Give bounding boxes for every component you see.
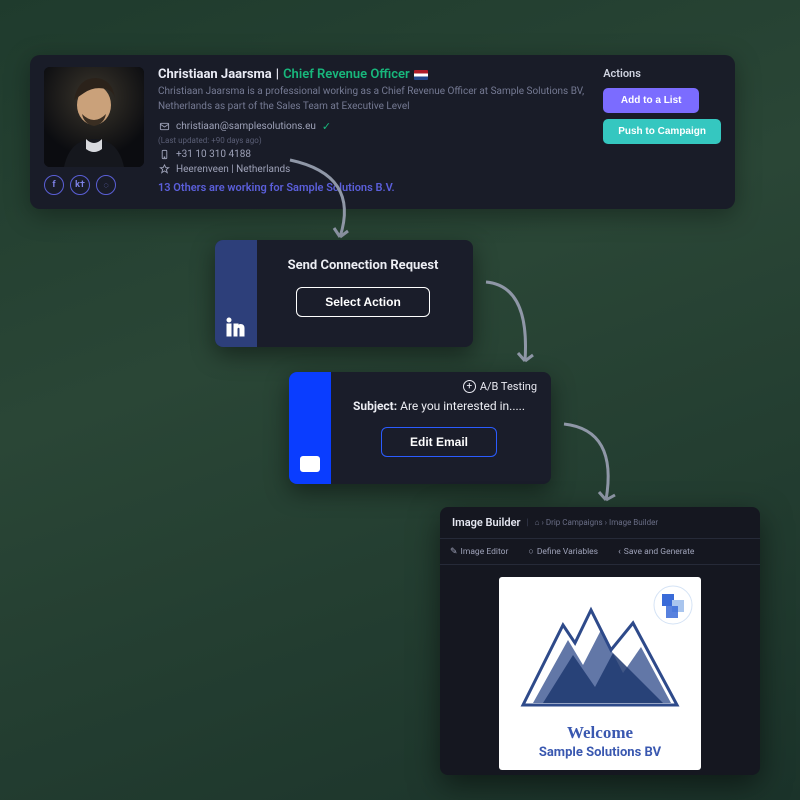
name-separator: |	[276, 67, 279, 82]
step1-title: Send Connection Request	[271, 258, 455, 273]
builder-header: Image Builder | ⌂ › Drip Campaigns › Ima…	[440, 507, 760, 539]
subject-value: Are you interested in.....	[400, 399, 525, 413]
subject-label: Subject:	[353, 399, 397, 413]
actions-column: Actions Add to a List Push to Campaign	[603, 67, 721, 195]
email-subject-row: Subject: Are you interested in.....	[345, 399, 533, 413]
others-link[interactable]: 13 Others are working for Sample Solutio…	[158, 181, 603, 194]
profile-email[interactable]: christiaan@samplesolutions.eu	[176, 121, 316, 132]
edit-email-button[interactable]: Edit Email	[381, 427, 497, 457]
profile-title: Chief Revenue Officer	[283, 67, 410, 82]
social-xing-icon[interactable]: k†	[70, 175, 90, 195]
arrow-3-icon	[558, 418, 638, 513]
step2-stripe	[289, 372, 331, 484]
flag-nl-icon	[414, 70, 428, 80]
chevron-icon: ‹	[618, 547, 621, 557]
crumb-home-icon[interactable]: ⌂	[535, 518, 540, 527]
profile-card: f k† ◌ Christiaan Jaarsma | Chief Revenu…	[30, 55, 735, 209]
tab-save-label: Save and Generate	[624, 547, 695, 557]
linkedin-icon	[224, 315, 248, 339]
email-row: christiaan@samplesolutions.eu ✓	[158, 120, 603, 133]
pencil-icon: ✎	[450, 547, 458, 557]
social-dribbble-icon[interactable]: ◌	[96, 175, 116, 195]
company-logo-icon	[653, 585, 693, 625]
crumb-image-builder: Image Builder	[609, 518, 658, 527]
profile-name: Christiaan Jaarsma	[158, 67, 272, 82]
builder-canvas-area: Welcome Sample Solutions BV	[440, 565, 760, 775]
profile-location: Heerenveen | Netherlands	[176, 164, 290, 175]
arrow-2-icon	[480, 276, 550, 376]
step1-stripe	[215, 240, 257, 347]
name-title-row: Christiaan Jaarsma | Chief Revenue Offic…	[158, 67, 603, 82]
circle-icon: ○	[528, 546, 533, 557]
image-builder-window: Image Builder | ⌂ › Drip Campaigns › Ima…	[440, 507, 760, 775]
verified-icon: ✓	[322, 120, 331, 133]
step-connection-card: Send Connection Request Select Action	[215, 240, 473, 347]
avatar-illustration	[44, 67, 144, 167]
push-to-campaign-button[interactable]: Push to Campaign	[603, 119, 721, 144]
ab-testing-label: A/B Testing	[480, 380, 537, 393]
tab-editor-label: Image Editor	[461, 547, 509, 557]
builder-tabs: ✎Image Editor ○ Define Variables ‹Save an…	[440, 539, 760, 565]
phone-icon	[158, 148, 170, 160]
avatar	[44, 67, 144, 167]
tab-image-editor[interactable]: ✎Image Editor	[440, 539, 518, 564]
location-icon	[158, 163, 170, 175]
plus-circle-icon: +	[463, 380, 476, 393]
mail-icon	[298, 452, 322, 476]
breadcrumb[interactable]: ⌂ › Drip Campaigns › Image Builder	[535, 518, 658, 527]
phone-row: +31 10 310 4188	[158, 148, 603, 160]
profile-bio: Christiaan Jaarsma is a professional wor…	[158, 85, 588, 114]
profile-phone[interactable]: +31 10 310 4188	[176, 149, 251, 160]
social-facebook-icon[interactable]: f	[44, 175, 64, 195]
tab-variables-label: Define Variables	[537, 547, 598, 557]
canvas-preview[interactable]: Welcome Sample Solutions BV	[499, 577, 701, 770]
location-row: Heerenveen | Netherlands	[158, 163, 603, 175]
email-updated: (Last updated: +90 days ago)	[158, 136, 262, 145]
select-action-button[interactable]: Select Action	[296, 287, 430, 317]
add-to-list-button[interactable]: Add to a List	[603, 88, 699, 113]
mail-icon	[158, 121, 170, 133]
tab-save-generate[interactable]: ‹Save and Generate	[608, 539, 704, 564]
ab-testing-button[interactable]: + A/B Testing	[463, 380, 537, 393]
canvas-company: Sample Solutions BV	[539, 745, 661, 760]
step-email-card: + A/B Testing Subject: Are you intereste…	[289, 372, 551, 484]
tab-define-variables[interactable]: ○ Define Variables	[518, 539, 608, 564]
actions-label: Actions	[603, 67, 641, 80]
crumb-campaigns[interactable]: Drip Campaigns	[546, 518, 603, 527]
canvas-welcome: Welcome	[567, 723, 633, 743]
social-links: f k† ◌	[44, 175, 144, 195]
builder-title: Image Builder	[452, 516, 520, 529]
